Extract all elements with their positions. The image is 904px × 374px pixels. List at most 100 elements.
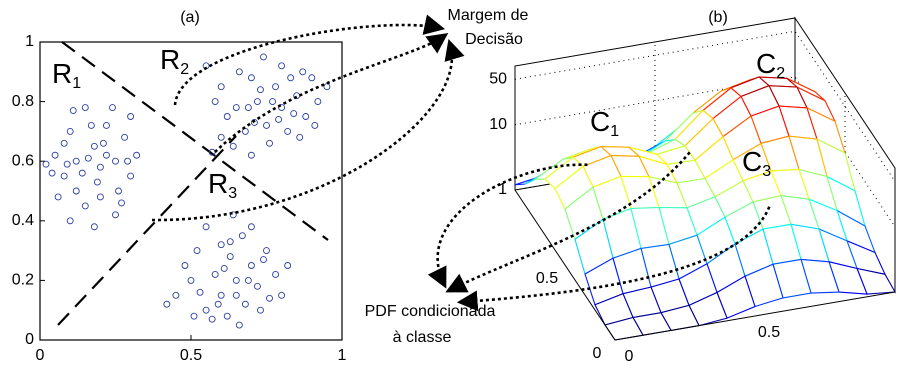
data-point <box>202 223 210 231</box>
data-point <box>127 172 135 180</box>
data-point <box>90 142 98 150</box>
data-point <box>290 110 298 117</box>
data-point <box>96 193 104 201</box>
data-point <box>196 288 204 296</box>
pointer-arrow <box>151 39 465 222</box>
data-point <box>208 148 216 156</box>
data-point <box>81 202 89 210</box>
data-point <box>299 68 307 76</box>
data-point <box>223 312 231 320</box>
data-point <box>90 223 98 231</box>
data-point <box>260 53 267 61</box>
x-tick-label: 0.5 <box>180 347 202 364</box>
annotation: Margem de <box>448 7 529 24</box>
data-point <box>247 223 255 231</box>
data-point <box>99 139 107 147</box>
data-point <box>72 157 80 165</box>
data-point <box>66 127 74 135</box>
data-point <box>69 107 77 114</box>
data-point <box>87 121 95 129</box>
label: C <box>742 146 762 177</box>
data-point <box>118 199 125 207</box>
data-point <box>226 253 234 261</box>
data-point <box>181 262 189 269</box>
subscript: 1 <box>610 123 619 140</box>
data-point <box>226 238 234 246</box>
data-point <box>112 211 119 219</box>
pointer-arrow <box>456 204 772 312</box>
x-tick-label: 1 <box>338 347 347 364</box>
data-point <box>121 133 129 141</box>
data-point <box>275 116 283 123</box>
data-point <box>257 86 264 94</box>
data-point <box>54 193 62 201</box>
data-point <box>266 139 273 147</box>
data-point <box>257 306 264 314</box>
panel-title: (a) <box>180 9 200 26</box>
axis-line <box>514 189 896 341</box>
data-point <box>66 217 74 225</box>
data-point <box>266 294 273 302</box>
data-point <box>238 232 246 240</box>
data-point <box>232 104 240 112</box>
data-point <box>223 113 231 120</box>
data-point <box>308 74 316 82</box>
data-point <box>247 262 255 269</box>
data-point <box>260 256 267 263</box>
pointer-arrow <box>445 151 692 293</box>
data-point <box>81 104 89 112</box>
data-point <box>217 241 225 249</box>
data-point <box>211 98 219 106</box>
y-tick-label: 0 <box>25 331 34 348</box>
data-point <box>244 276 252 284</box>
data-point <box>241 300 249 308</box>
data-point <box>232 291 240 299</box>
label: R <box>208 168 228 199</box>
data-point <box>235 68 243 76</box>
scatter-plot: 0 0.5 1 0 0.2 0.4 0.6 0.8 1 <box>12 33 347 364</box>
panel-title: (b) <box>708 9 728 26</box>
x-tick-label: 0 <box>625 348 634 365</box>
data-point <box>115 187 122 195</box>
y-tick-label: 0 <box>593 345 602 362</box>
data-point <box>272 270 280 278</box>
z-tick-label: 1 <box>498 181 507 198</box>
data-point <box>172 291 180 299</box>
subscript: 1 <box>72 75 81 92</box>
data-point <box>211 270 219 278</box>
pointer-arrow <box>173 14 446 106</box>
data-point <box>78 169 86 177</box>
data-point <box>323 83 331 91</box>
data-point <box>217 291 225 299</box>
peak-label: C1 <box>590 106 619 140</box>
surface-plot: 1 10 50 0 0.5 0 0.5 <box>489 16 896 365</box>
data-point <box>217 133 225 141</box>
data-point <box>278 291 286 299</box>
x-tick-label: 0 <box>36 347 45 364</box>
label: C <box>756 48 776 79</box>
pointer-arrow <box>427 163 591 289</box>
data-point <box>124 157 132 165</box>
subscript: 3 <box>228 185 237 202</box>
y-tick-label: 1 <box>25 33 34 50</box>
data-point <box>187 276 195 284</box>
data-point <box>232 276 240 284</box>
label: R <box>52 58 72 89</box>
data-point <box>278 62 286 70</box>
data-point <box>112 157 119 165</box>
data-point <box>263 121 270 129</box>
data-point <box>48 169 56 177</box>
data-point <box>284 127 292 135</box>
data-point <box>60 139 68 147</box>
subscript: 2 <box>180 61 189 78</box>
y-tick-label: 0.2 <box>12 272 34 289</box>
label: C <box>590 106 610 137</box>
annotation: à classe <box>393 329 452 346</box>
annotation: Decisão <box>465 31 523 48</box>
y-tick-label: 0.5 <box>536 270 558 287</box>
y-tick-label: 0.4 <box>12 212 34 229</box>
data-point <box>214 300 222 308</box>
data-point <box>287 74 295 82</box>
decision-boundary <box>57 135 237 326</box>
